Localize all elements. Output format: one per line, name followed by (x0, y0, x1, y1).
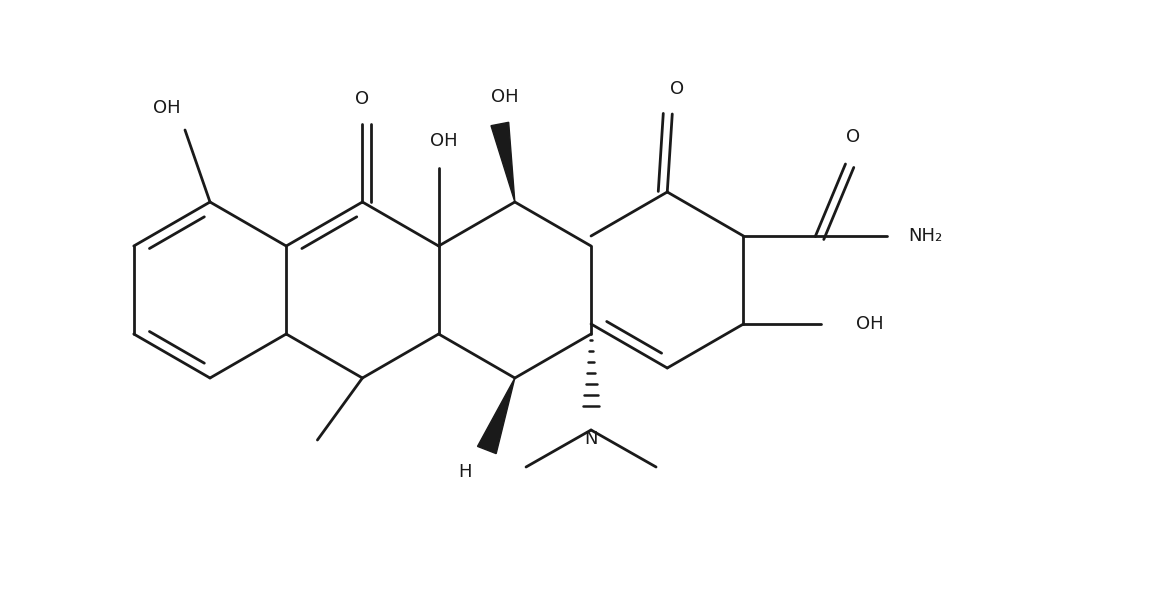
Text: OH: OH (491, 88, 519, 106)
Text: OH: OH (154, 99, 180, 117)
Text: H: H (459, 463, 471, 481)
Text: O: O (355, 90, 369, 108)
Text: O: O (670, 80, 684, 98)
Polygon shape (491, 122, 514, 202)
Text: O: O (846, 128, 860, 146)
Text: N: N (584, 430, 598, 448)
Text: OH: OH (430, 132, 457, 150)
Text: OH: OH (857, 315, 885, 333)
Polygon shape (477, 378, 514, 454)
Text: NH₂: NH₂ (908, 227, 943, 245)
